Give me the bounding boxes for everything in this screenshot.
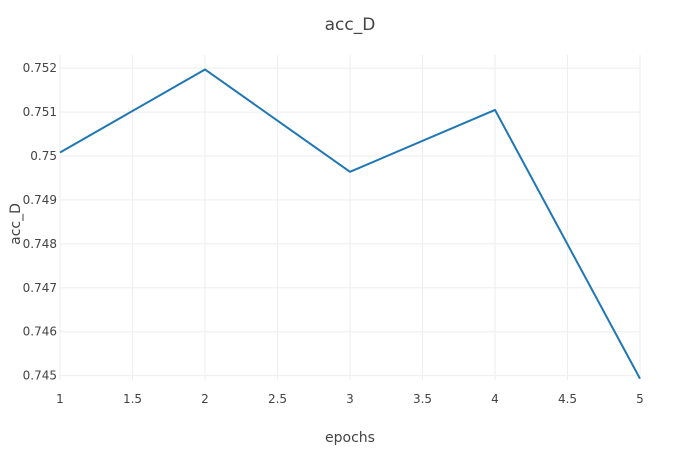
data-point[interactable] <box>638 377 642 381</box>
data-point[interactable] <box>348 170 352 174</box>
y-tick-label: 0.748 <box>23 237 57 251</box>
y-tick-label: 0.751 <box>23 105 57 119</box>
x-tick-label: 4.5 <box>558 392 577 406</box>
y-tick-label: 0.752 <box>23 61 57 75</box>
x-tick-label: 2.5 <box>268 392 287 406</box>
x-tick-label: 3.5 <box>413 392 432 406</box>
x-axis-title: epochs <box>325 430 375 446</box>
x-tick-label: 2 <box>201 392 209 406</box>
y-tick-label: 0.747 <box>23 281 57 295</box>
y-axis-title: acc_D <box>8 203 24 245</box>
chart-title: acc_D <box>325 15 376 35</box>
x-tick-labels: 1 1.5 2 2.5 3 3.5 4 4.5 5 <box>56 392 644 406</box>
data-point[interactable] <box>493 108 497 112</box>
x-tick-label: 1 <box>56 392 64 406</box>
y-tick-label: 0.746 <box>23 325 57 339</box>
x-tick-label: 5 <box>636 392 644 406</box>
y-tick-label: 0.749 <box>23 193 57 207</box>
y-tick-label: 0.75 <box>30 149 57 163</box>
series-line <box>59 68 641 380</box>
series-layer <box>58 67 642 381</box>
x-tick-label: 1.5 <box>123 392 142 406</box>
y-tick-labels: 0.745 0.746 0.747 0.748 0.749 0.75 0.751 0.752 <box>23 61 57 382</box>
x-tick-label: 3 <box>346 392 354 406</box>
data-point[interactable] <box>203 67 207 71</box>
data-point[interactable] <box>58 151 62 155</box>
y-tick-label: 0.745 <box>23 369 57 383</box>
x-tick-label: 4 <box>491 392 499 406</box>
